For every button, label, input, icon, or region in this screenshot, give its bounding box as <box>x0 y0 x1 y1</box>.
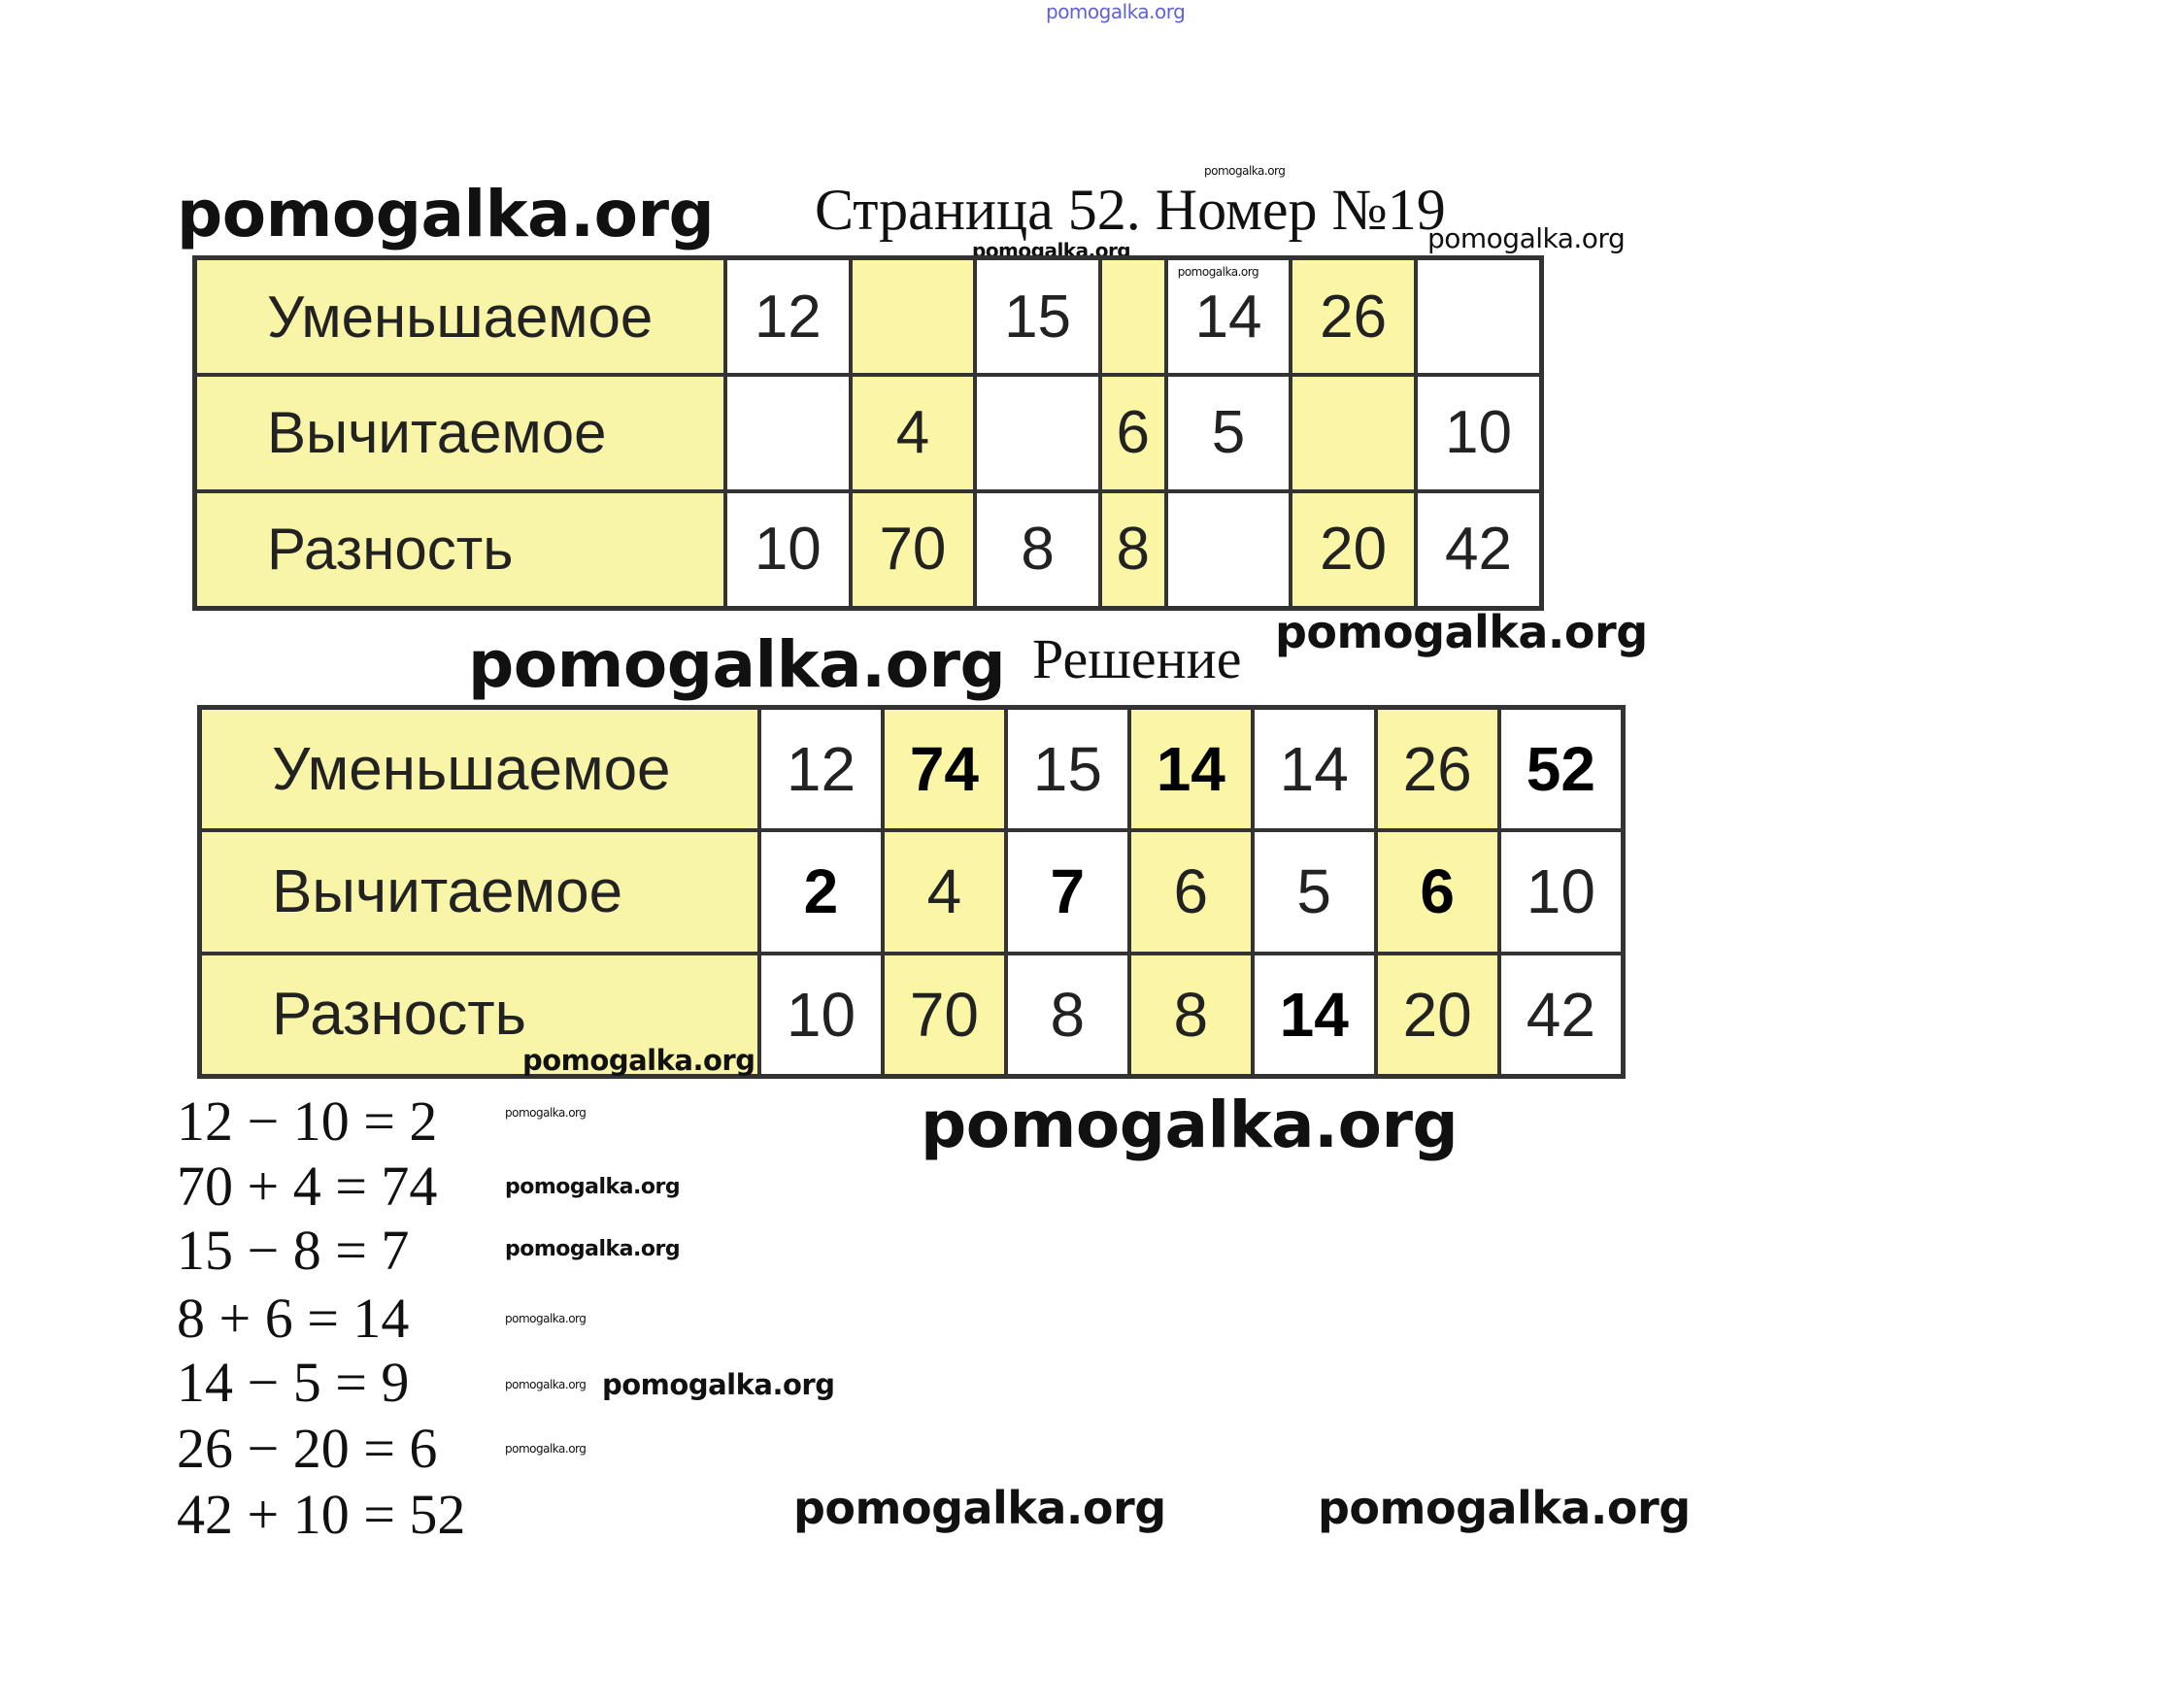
cell: 70 <box>880 951 1008 1079</box>
watermark: pomogalka.org <box>468 627 1006 702</box>
cell: 10 <box>723 488 853 611</box>
equation: 14 − 5 = 9 <box>177 1351 410 1414</box>
watermark: pomogalka.org <box>793 1482 1166 1534</box>
cell: 15 <box>1003 705 1131 833</box>
row-label: Вычитаемое <box>197 828 761 955</box>
cell: 70 <box>848 488 978 611</box>
cell: 14 <box>1250 705 1378 833</box>
cell: 4 <box>848 373 978 493</box>
cell: 20 <box>1373 951 1501 1079</box>
cell: 10 <box>1413 373 1544 493</box>
watermark: pomogalka.org <box>522 1043 755 1077</box>
watermark: pomogalka.org <box>1427 222 1626 254</box>
cell: 52 <box>1496 705 1626 833</box>
cell: 15 <box>973 255 1102 377</box>
equation: 15 − 8 = 7 <box>177 1219 410 1282</box>
table-row: Разность pomogalka.org 10 70 8 8 14 20 42 <box>197 951 1626 1079</box>
cell: 8 <box>1126 951 1255 1079</box>
row-label: Разность pomogalka.org <box>197 951 761 1079</box>
watermark: pomogalka.org <box>1177 265 1259 279</box>
watermark: pomogalka.org <box>505 1442 587 1456</box>
cell: 6 <box>1373 828 1501 955</box>
row-label-text: Разность <box>272 981 526 1049</box>
task-table: Уменьшаемое 12 15 14 pomogalka.org 26 Выч… <box>192 255 1544 611</box>
cell: 4 <box>880 828 1008 955</box>
cell: 2 <box>757 828 885 955</box>
table-row: Разность 10 70 8 8 20 42 <box>192 488 1544 611</box>
cell: 74 <box>880 705 1008 833</box>
cell: 8 <box>1003 951 1131 1079</box>
cell: 20 <box>1289 488 1418 611</box>
cell: 12 <box>757 705 885 833</box>
equation: 70 + 4 = 74 <box>177 1155 438 1218</box>
watermark-top: pomogalka.org <box>1046 0 1186 23</box>
cell: 12 <box>723 255 853 377</box>
solution-table: Уменьшаемое 12 74 15 14 14 26 52 Вычитае… <box>197 705 1626 1079</box>
solution-heading: Решение <box>1032 627 1242 690</box>
equation: 42 + 10 = 52 <box>177 1483 466 1546</box>
table-row: Уменьшаемое 12 15 14 pomogalka.org 26 <box>192 255 1544 377</box>
equation: 26 − 20 = 6 <box>177 1417 438 1480</box>
watermark: pomogalka.org <box>505 1378 587 1391</box>
watermark: pomogalka.org <box>1275 606 1648 658</box>
cell: 42 <box>1496 951 1626 1079</box>
row-label: Вычитаемое <box>192 373 727 493</box>
watermark: pomogalka.org <box>1204 164 1286 178</box>
cell: 6 <box>1097 373 1168 493</box>
cell: 26 <box>1373 705 1501 833</box>
cell: 42 <box>1413 488 1544 611</box>
table-row: Уменьшаемое 12 74 15 14 14 26 52 <box>197 705 1626 833</box>
watermark: pomogalka.org <box>505 1175 681 1199</box>
row-label: Уменьшаемое <box>197 705 761 833</box>
cell: 6 <box>1126 828 1255 955</box>
row-label: Разность <box>192 488 727 611</box>
cell <box>1289 373 1418 493</box>
cell <box>1413 255 1544 377</box>
cell: 8 <box>973 488 1102 611</box>
row-label: Уменьшаемое <box>192 255 727 377</box>
cell: 26 <box>1289 255 1418 377</box>
equation: 8 + 6 = 14 <box>177 1287 410 1350</box>
watermark: pomogalka.org <box>602 1368 835 1401</box>
watermark: pomogalka.org <box>505 1237 681 1261</box>
watermark: pomogalka.org <box>177 177 715 251</box>
cell: 14 <box>1250 951 1378 1079</box>
cell: 8 <box>1097 488 1168 611</box>
cell: 7 <box>1003 828 1131 955</box>
cell <box>973 373 1102 493</box>
cell <box>1097 255 1168 377</box>
cell-value: 14 <box>1194 283 1262 351</box>
cell <box>1163 488 1293 611</box>
cell <box>848 255 978 377</box>
watermark: pomogalka.org <box>505 1312 587 1325</box>
cell: 5 <box>1250 828 1378 955</box>
cell: 10 <box>1496 828 1626 955</box>
page-title: Страница 52. Номер №19 <box>815 178 1446 242</box>
table-row: Вычитаемое 4 6 5 10 <box>192 373 1544 493</box>
table-row: Вычитаемое 2 4 7 6 5 6 10 <box>197 828 1626 955</box>
cell: 14 pomogalka.org <box>1163 255 1293 377</box>
watermark: pomogalka.org <box>1318 1482 1691 1534</box>
cell: 10 <box>757 951 885 1079</box>
equation: 12 − 10 = 2 <box>177 1089 438 1153</box>
cell <box>723 373 853 493</box>
cell: 14 <box>1126 705 1255 833</box>
watermark: pomogalka.org <box>505 1106 587 1120</box>
cell: 5 <box>1163 373 1293 493</box>
watermark: pomogalka.org <box>921 1088 1459 1162</box>
